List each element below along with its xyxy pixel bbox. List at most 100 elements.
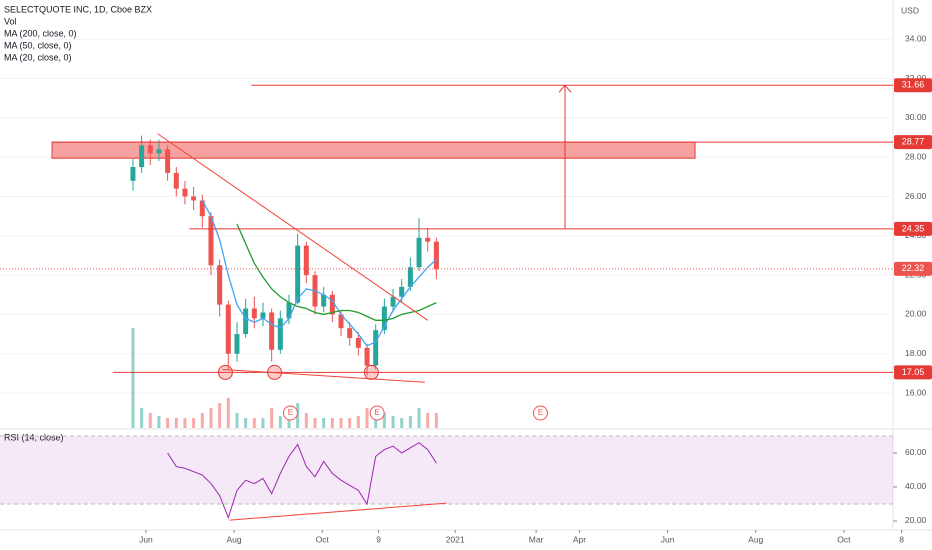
level-label: 24.35 (902, 223, 925, 233)
x-tick-label: Jun (139, 534, 153, 544)
level-label: 28.77 (902, 136, 925, 146)
volume-bar (252, 418, 256, 428)
arrow-head (558, 84, 572, 93)
volume-bar (434, 413, 438, 428)
rsi-tick-label: 60.00 (905, 447, 927, 457)
rsi-band (0, 435, 893, 504)
indicator-label: MA (200, close, 0) (4, 28, 77, 38)
volume-bar (382, 413, 386, 428)
level-label: 31.66 (902, 80, 925, 90)
volume-bar (356, 416, 360, 428)
volume-bar (131, 328, 135, 428)
indicator-label: MA (50, close, 0) (4, 40, 72, 50)
x-tick-label: Oct (316, 534, 330, 544)
candle-body (156, 149, 162, 154)
indicator-label: Vol (4, 16, 17, 26)
y-tick-label: 34.00 (905, 34, 927, 44)
candle-body (355, 337, 361, 348)
volume-bar (140, 408, 144, 428)
candle-body (217, 265, 223, 305)
level-label-box (894, 221, 932, 236)
marker-circle (363, 364, 379, 380)
volume-bar (226, 398, 230, 428)
rsi-line (167, 442, 437, 520)
candle-body (364, 347, 370, 366)
volume-bar (148, 413, 152, 428)
candle-body (225, 304, 231, 354)
candle-body (390, 296, 396, 307)
level-label: 17.05 (902, 367, 925, 377)
candle-body (147, 145, 153, 154)
indicator-label: MA (20, close, 0) (4, 52, 72, 62)
earnings-label: E (288, 408, 293, 417)
marker-circle (217, 364, 233, 380)
y-tick-label: 16.00 (905, 387, 927, 397)
candle-body (139, 145, 145, 168)
y-tick-label: 18.00 (905, 348, 927, 358)
volume-bar (417, 408, 421, 428)
x-tick-label: 9 (376, 534, 381, 544)
candle-body (277, 318, 283, 350)
x-tick-label: Aug (227, 534, 242, 544)
x-tick-label: Jun (661, 534, 675, 544)
candle-body (260, 312, 266, 319)
y-tick-label: 28.00 (905, 151, 927, 161)
x-tick-label: 8 (899, 534, 904, 544)
candle-body (433, 241, 439, 270)
volume-bar (365, 408, 369, 428)
y-tick-label: 32.00 (905, 73, 927, 83)
rsi-label: RSI (14, close) (4, 432, 64, 442)
candle-body (303, 245, 309, 276)
trendline (157, 133, 428, 321)
volume-bar (174, 418, 178, 428)
volume-bar (304, 413, 308, 428)
volume-bar (209, 408, 213, 428)
candle-body (269, 312, 275, 350)
volume-bar (200, 413, 204, 428)
earnings-label: E (538, 408, 543, 417)
volume-bar (426, 413, 430, 428)
x-tick-label: Apr (573, 534, 586, 544)
candle-body (182, 188, 188, 197)
volume-bar (157, 416, 161, 428)
volume-bar (270, 408, 274, 428)
trendline (222, 368, 425, 383)
volume-bar (166, 418, 170, 428)
volume-bar (339, 418, 343, 428)
volume-bar (330, 418, 334, 428)
currency-label: USD (901, 5, 919, 15)
marker-circle (267, 364, 283, 380)
volume-bar (322, 418, 326, 428)
candle-body (407, 267, 413, 287)
volume-bar (348, 418, 352, 428)
candle-body (208, 216, 214, 266)
volume-bar (192, 418, 196, 428)
level-label-box (894, 135, 932, 150)
volume-bar (278, 416, 282, 428)
y-tick-label: 30.00 (905, 112, 927, 122)
chart-title: SELECTQUOTE INC, 1D, Cboe BZX (4, 4, 152, 14)
volume-bar (391, 416, 395, 428)
volume-bar (183, 418, 187, 428)
y-tick-label: 26.00 (905, 191, 927, 201)
candle-body (295, 245, 301, 303)
volume-bar (235, 413, 239, 428)
x-tick-label: Mar (529, 534, 544, 544)
level-label-box (894, 78, 932, 93)
x-tick-label: 2021 (446, 534, 465, 544)
candle-body (373, 330, 379, 366)
volume-bar (313, 418, 317, 428)
volume-bar (408, 416, 412, 428)
earnings-marker (369, 405, 385, 421)
candle-body (321, 294, 327, 307)
volume-bar (296, 403, 300, 428)
candle-body (329, 294, 335, 315)
earnings-marker (282, 405, 298, 421)
rsi-tick-label: 40.00 (905, 481, 927, 491)
y-tick-label: 20.00 (905, 309, 927, 319)
candle-body (338, 314, 344, 329)
candle-body (416, 237, 422, 268)
candle-body (165, 149, 171, 173)
volume-bar (218, 403, 222, 428)
